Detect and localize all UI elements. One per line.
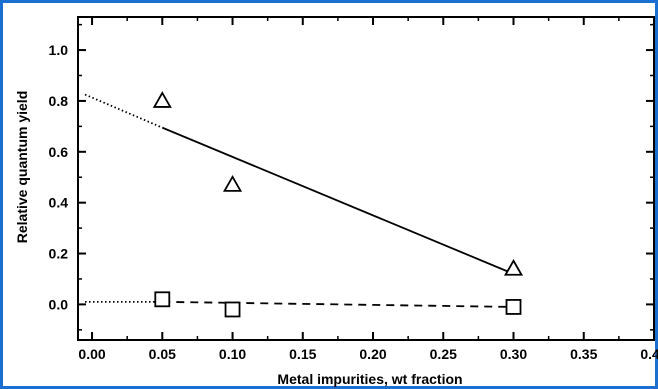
y-tick-label: 1.0 bbox=[49, 42, 69, 58]
x-tick-label: 0.40 bbox=[640, 346, 658, 362]
x-tick-label: 0.30 bbox=[500, 346, 527, 362]
data-markers bbox=[152, 91, 524, 318]
fit-line-solid bbox=[161, 126, 514, 275]
square-marker bbox=[224, 301, 241, 318]
x-tick-label: 0.00 bbox=[78, 346, 105, 362]
y-tick-label: 0.6 bbox=[49, 144, 69, 160]
y-tick-label: 0.4 bbox=[49, 195, 69, 211]
fit-lines bbox=[84, 93, 514, 308]
square-marker bbox=[154, 291, 171, 308]
x-tick-label: 0.20 bbox=[359, 346, 386, 362]
fit-line-dotted bbox=[84, 93, 163, 129]
x-tick-label: 0.35 bbox=[570, 346, 597, 362]
square-marker bbox=[505, 299, 522, 315]
x-tick-label: 0.25 bbox=[430, 346, 457, 362]
fit-line-dashed bbox=[162, 300, 514, 308]
y-axis-title: Relative quantum yield bbox=[14, 91, 30, 243]
x-tick-label: 0.15 bbox=[289, 346, 316, 362]
x-axis-ticks: 0.00 0.05 0.10 0.15 0.20 0.25 0.30 0.35 0.40 bbox=[78, 17, 658, 362]
y-tick-label: 0.8 bbox=[49, 93, 69, 109]
triangle-marker bbox=[222, 175, 243, 192]
x-tick-label: 0.05 bbox=[149, 346, 176, 362]
x-tick-label: 0.10 bbox=[219, 346, 246, 362]
triangle-marker bbox=[152, 91, 172, 108]
plot-frame bbox=[77, 16, 655, 341]
y-axis-ticks: 0.0 0.2 0.4 0.6 0.8 1.0 bbox=[49, 23, 654, 331]
y-tick-label: 0.0 bbox=[49, 296, 69, 312]
x-axis-title: Metal impurities, wt fraction bbox=[277, 371, 462, 387]
y-tick-label: 0.2 bbox=[49, 246, 69, 262]
triangle-marker bbox=[503, 258, 524, 276]
